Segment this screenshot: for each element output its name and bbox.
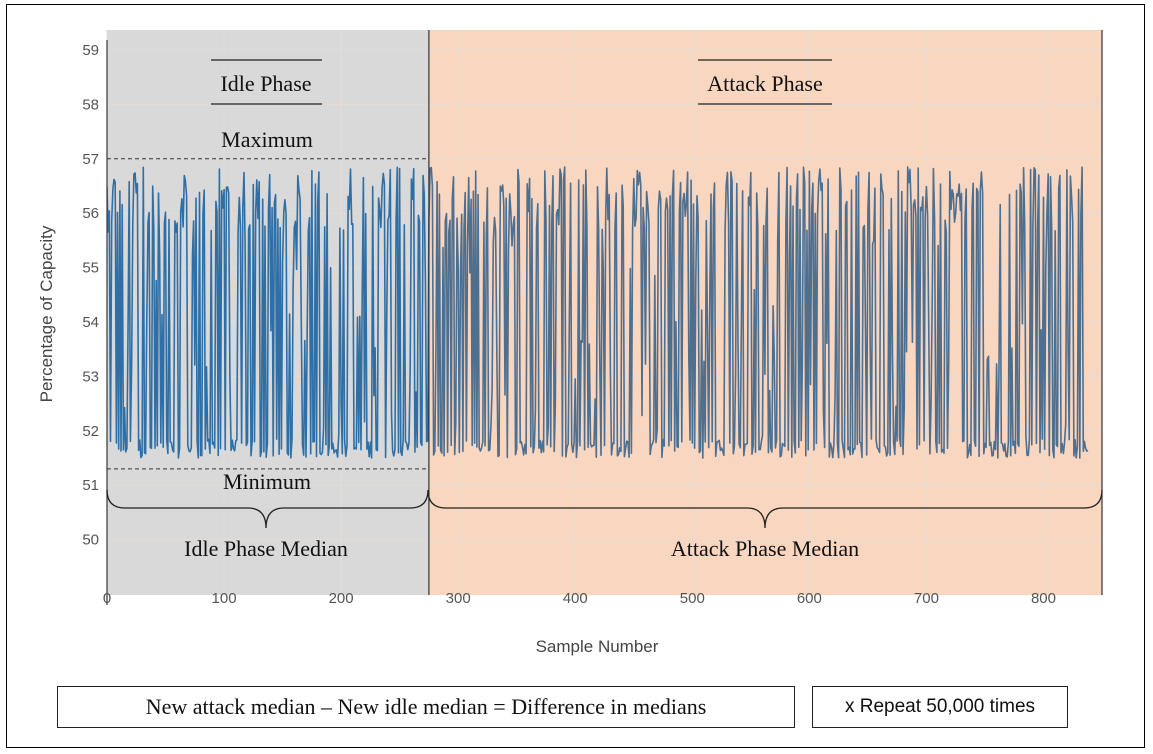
- capacity-series: [107, 166, 1089, 459]
- x-tick-label: 600: [797, 590, 822, 607]
- y-tick-label: 53: [82, 368, 99, 385]
- tick-labels: 50 51 52 53 54 55 56 57 58 59 0 100 200 300 400 500 600 7…: [82, 42, 1056, 607]
- minimum-label: Minimum: [223, 469, 311, 494]
- idle-phase-label: Idle Phase: [220, 71, 311, 96]
- y-tick-label: 51: [82, 477, 99, 494]
- x-tick-label: 700: [914, 590, 939, 607]
- attack-phase-label: Attack Phase: [707, 71, 822, 96]
- y-tick-label: 52: [82, 423, 99, 440]
- x-tick-label: 500: [680, 590, 705, 607]
- repeat-note: x Repeat 50,000 times: [812, 686, 1068, 728]
- y-tick-label: 59: [82, 42, 99, 59]
- x-tick-label: 400: [563, 590, 588, 607]
- x-tick-label: 800: [1031, 590, 1056, 607]
- y-tick-label: 50: [82, 532, 99, 549]
- y-axis-title: Percentage of Capacity: [37, 225, 56, 402]
- x-tick-label: 0: [103, 590, 111, 607]
- attack-series-line: [428, 166, 1089, 459]
- idle-median-brace: [106, 489, 429, 529]
- x-axis-title: Sample Number: [536, 637, 659, 656]
- median-difference-note: New attack median – New idle median = Di…: [57, 686, 795, 728]
- y-tick-label: 54: [82, 314, 99, 331]
- maximum-label: Maximum: [221, 127, 313, 152]
- axes: [106, 30, 1103, 605]
- idle-median-label: Idle Phase Median: [184, 536, 348, 561]
- y-tick-label: 58: [82, 96, 99, 113]
- idle-series-line: [107, 166, 430, 459]
- y-tick-label: 57: [82, 151, 99, 168]
- y-tick-label: 56: [82, 205, 99, 222]
- x-tick-label: 200: [329, 590, 354, 607]
- attack-median-brace: [427, 489, 1103, 529]
- x-tick-label: 300: [446, 590, 471, 607]
- y-tick-label: 55: [82, 260, 99, 277]
- x-tick-label: 100: [212, 590, 237, 607]
- attack-median-label: Attack Phase Median: [671, 536, 859, 561]
